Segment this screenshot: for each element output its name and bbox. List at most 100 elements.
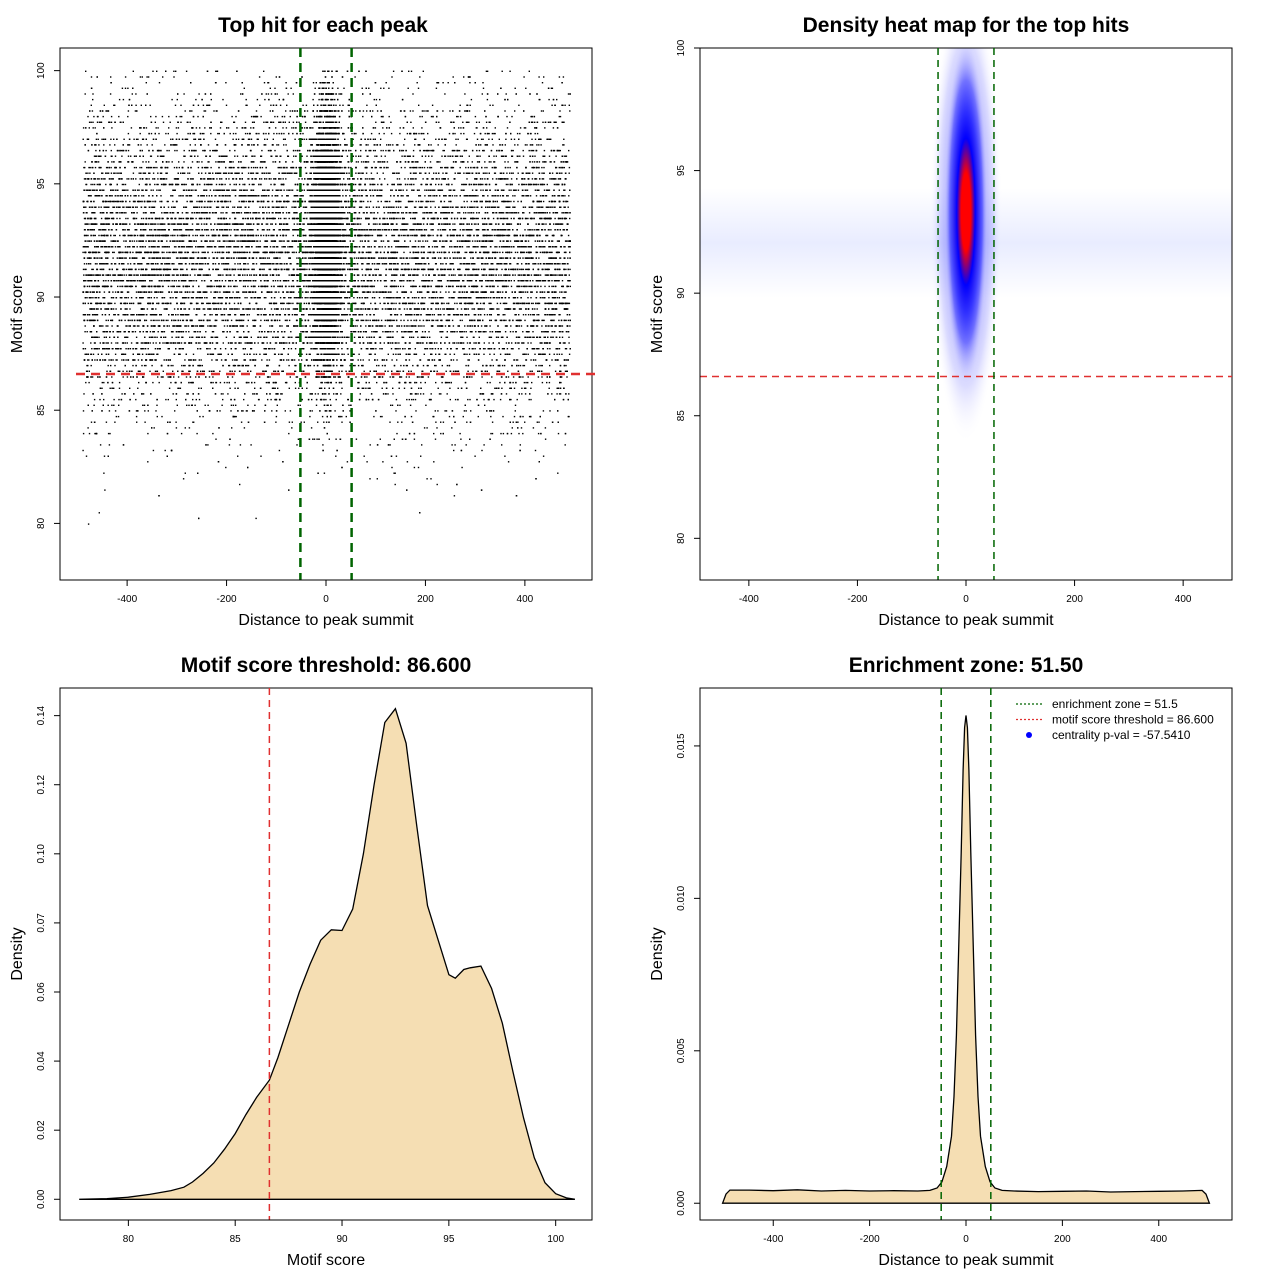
scatter-point bbox=[135, 93, 137, 95]
scatter-point bbox=[555, 274, 557, 276]
scatter-point bbox=[130, 342, 133, 344]
scatter-point bbox=[344, 314, 347, 316]
scatter-point bbox=[178, 195, 180, 197]
scatter-point bbox=[147, 285, 149, 288]
scatter-point bbox=[540, 110, 543, 112]
scatter-point bbox=[500, 274, 502, 276]
scatter-point bbox=[466, 178, 468, 180]
scatter-point bbox=[228, 229, 230, 231]
scatter-point bbox=[400, 376, 403, 378]
scatter-point bbox=[91, 376, 94, 378]
scatter-point bbox=[137, 359, 140, 361]
scatter-point bbox=[105, 342, 107, 344]
scatter-point bbox=[518, 319, 520, 322]
scatter-point bbox=[213, 291, 215, 293]
scatter-point bbox=[553, 274, 555, 276]
scatter-point bbox=[401, 212, 403, 214]
scatter-point bbox=[465, 331, 467, 333]
scatter-point bbox=[170, 342, 173, 344]
scatter-point bbox=[93, 314, 95, 316]
scatter-point bbox=[548, 257, 550, 259]
scatter-point bbox=[138, 263, 141, 265]
scatter-point bbox=[556, 263, 558, 265]
scatter-point bbox=[147, 353, 149, 355]
scatter-point bbox=[278, 240, 281, 242]
scatter-point bbox=[568, 172, 570, 174]
scatter-point bbox=[450, 285, 452, 288]
scatter-point bbox=[202, 302, 204, 305]
scatter-point bbox=[148, 217, 150, 220]
scatter-point bbox=[263, 348, 265, 350]
scatter-point bbox=[529, 195, 532, 197]
scatter-point bbox=[164, 178, 166, 180]
scatter-point bbox=[251, 342, 253, 344]
scatter-point bbox=[266, 240, 269, 242]
scatter-point bbox=[338, 370, 340, 372]
scatter-point bbox=[425, 110, 427, 112]
scatter-point bbox=[504, 353, 506, 355]
scatter-point bbox=[83, 263, 86, 265]
scatter-point bbox=[510, 246, 512, 248]
scatter-point bbox=[406, 132, 409, 135]
scatter-point bbox=[438, 178, 440, 180]
scatter-point bbox=[417, 342, 419, 344]
scatter-point bbox=[414, 268, 417, 271]
scatter-point bbox=[271, 234, 274, 237]
scatter-point bbox=[285, 127, 288, 129]
scatter-point bbox=[518, 183, 520, 186]
scatter-point bbox=[296, 268, 298, 271]
scatter-point bbox=[211, 325, 213, 327]
scatter-point bbox=[257, 314, 260, 316]
scatter-point bbox=[540, 246, 542, 248]
scatter-point bbox=[113, 138, 115, 140]
scatter-point bbox=[143, 348, 145, 350]
scatter-point bbox=[545, 223, 547, 225]
scatter-point bbox=[182, 240, 185, 242]
scatter-point bbox=[474, 455, 476, 457]
scatter-point bbox=[265, 246, 267, 248]
scatter-point bbox=[416, 82, 418, 84]
scatter-point bbox=[502, 415, 504, 418]
scatter-point bbox=[356, 246, 358, 248]
scatter-point bbox=[543, 183, 546, 186]
scatter-point bbox=[110, 138, 112, 140]
scatter-point bbox=[153, 234, 155, 237]
scatter-point bbox=[397, 172, 399, 174]
scatter-point bbox=[146, 183, 148, 186]
scatter-point bbox=[171, 336, 173, 338]
scatter-point bbox=[502, 291, 504, 293]
scatter-point bbox=[366, 178, 368, 180]
scatter-point bbox=[530, 149, 532, 152]
scatter-point bbox=[468, 223, 470, 225]
scatter-point bbox=[549, 410, 551, 412]
scatter-point bbox=[415, 353, 417, 355]
scatter-point bbox=[307, 336, 309, 338]
scatter-points bbox=[82, 70, 571, 525]
scatter-point bbox=[384, 285, 386, 288]
scatter-point bbox=[415, 172, 417, 174]
scatter-point bbox=[268, 234, 270, 237]
scatter-point bbox=[163, 319, 165, 322]
scatter-point bbox=[123, 223, 125, 225]
scatter-point bbox=[105, 353, 107, 355]
scatter-point bbox=[549, 251, 551, 254]
scatter-point bbox=[455, 155, 458, 157]
scatter-point bbox=[362, 110, 365, 112]
scatter-point bbox=[110, 297, 113, 299]
scatter-point bbox=[96, 183, 98, 186]
scatter-point bbox=[547, 393, 549, 395]
scatter-point bbox=[512, 172, 514, 174]
scatter-point bbox=[105, 183, 107, 186]
scatter-point bbox=[418, 285, 421, 288]
scatter-point bbox=[303, 308, 305, 310]
scatter-point bbox=[299, 195, 301, 197]
scatter-point bbox=[303, 127, 306, 129]
scatter-point bbox=[494, 206, 497, 208]
scatter-point bbox=[158, 132, 160, 135]
scatter-point bbox=[385, 285, 388, 288]
scatter-point bbox=[379, 98, 381, 101]
scatter-point bbox=[460, 161, 462, 163]
scatter-point bbox=[563, 166, 565, 169]
scatter-point bbox=[236, 127, 238, 129]
scatter-point bbox=[474, 348, 476, 350]
